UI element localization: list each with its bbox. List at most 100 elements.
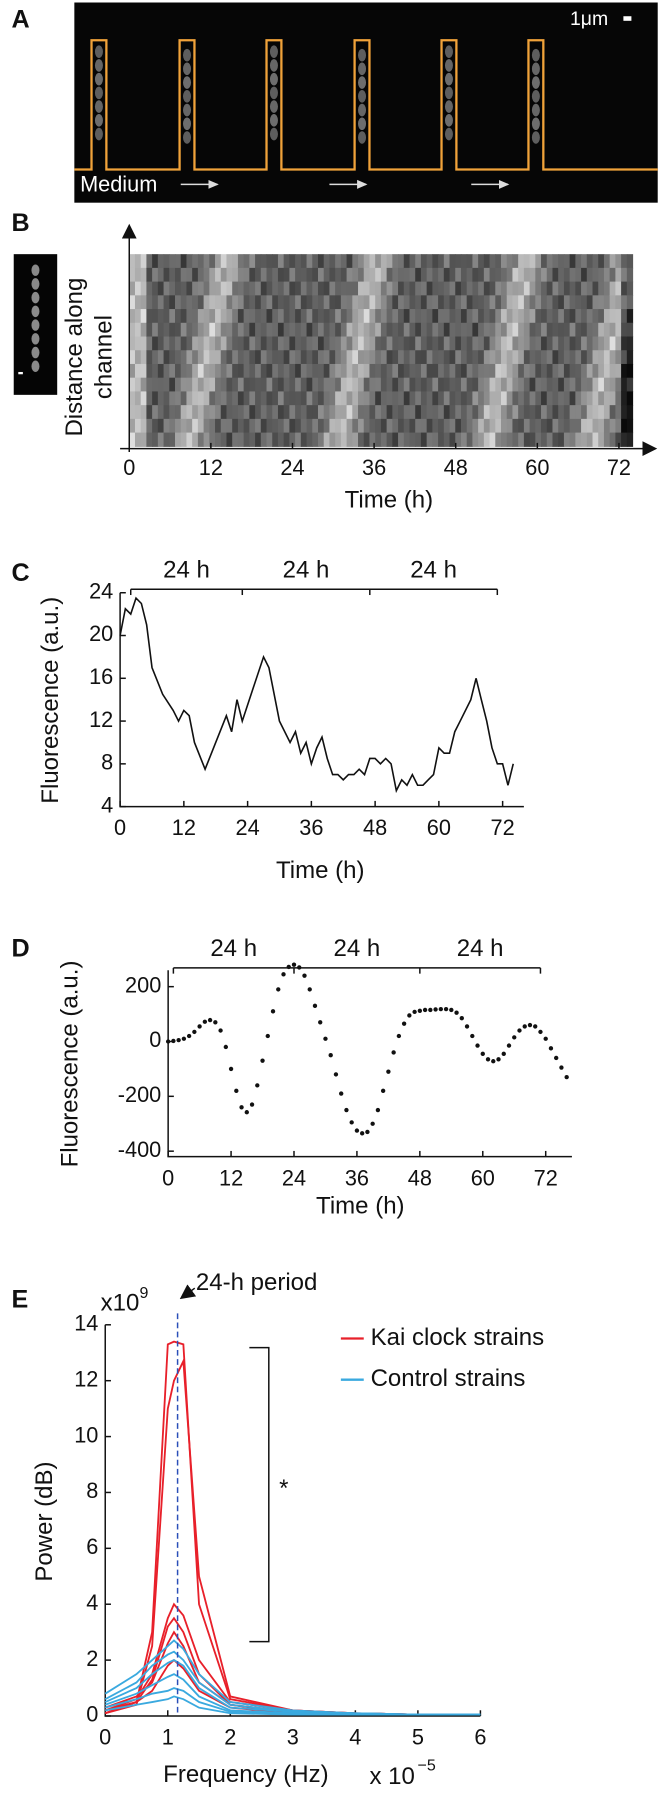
kymograph-pixel: [432, 254, 439, 269]
kymograph-pixel: [586, 336, 594, 351]
kymograph-pixel: [220, 418, 228, 434]
kymograph-pixel: [358, 363, 365, 379]
kymograph-pixel: [306, 418, 313, 434]
kymograph-pixel: [260, 254, 268, 269]
kymograph-pixel: [375, 295, 382, 310]
kymograph-pixel: [323, 322, 330, 338]
kymograph-pixel: [569, 418, 576, 434]
kymograph-pixel: [386, 281, 393, 296]
x-tick-label: 12: [172, 815, 196, 840]
kymograph-pixel: [375, 363, 382, 379]
kymograph-pixel: [249, 418, 256, 434]
kymograph-pixel: [541, 281, 548, 296]
kymograph-pixel: [426, 350, 433, 365]
kymograph-pixel: [415, 336, 422, 351]
kymograph-pixel: [512, 336, 519, 351]
kymograph-pixel: [426, 377, 433, 392]
data-point: [433, 1007, 438, 1012]
kymograph-pixel: [363, 391, 371, 406]
kymograph-pixel: [403, 267, 411, 283]
kymograph-pixel: [495, 281, 502, 296]
kymograph-pixel: [346, 350, 353, 365]
kymograph-pixel: [243, 309, 250, 324]
kymograph-pixel: [512, 350, 519, 365]
kymograph-pixel: [581, 350, 588, 365]
kymograph-pixel: [615, 309, 622, 324]
kymograph-pixel: [460, 295, 468, 310]
kymograph-pixel: [232, 350, 239, 365]
kymograph-pixel: [403, 350, 411, 365]
kymograph-pixel: [220, 295, 228, 310]
kymograph-pixel: [438, 350, 445, 365]
kymograph-pixel: [558, 363, 565, 379]
kymograph-pixel: [146, 377, 153, 392]
kymograph-pixel: [340, 295, 348, 310]
kymograph-pixel: [586, 418, 594, 434]
kymograph-pixel: [478, 391, 485, 406]
kymograph-pixel: [152, 254, 159, 269]
kymograph-pixel: [129, 322, 136, 338]
kymograph-pixel: [409, 363, 416, 379]
kymograph-pixel: [180, 267, 188, 283]
kymograph-pixel: [615, 336, 622, 351]
kymograph-pixel: [592, 267, 599, 283]
kymograph-pixel: [312, 254, 319, 269]
kymograph-pixel: [626, 254, 634, 269]
kymograph-pixel: [455, 418, 462, 434]
kymograph-pixel: [569, 322, 576, 338]
x-tick-label: 3: [287, 1725, 299, 1750]
kymograph-pixel: [535, 295, 542, 310]
kymograph-pixel: [626, 350, 634, 365]
kymograph-pixel: [146, 432, 153, 447]
kymograph-pixel: [329, 309, 336, 324]
kymograph-pixel: [592, 295, 599, 310]
kymograph-pixel: [358, 322, 365, 338]
kymograph-pixel: [317, 350, 325, 365]
kymograph-pixel: [192, 254, 199, 269]
kymograph-pixel: [483, 350, 491, 365]
kymograph-pixel: [220, 377, 228, 392]
kymograph-pixel: [369, 336, 376, 351]
kymograph-pixel: [483, 267, 491, 283]
cell: [31, 291, 40, 304]
kymograph-pixel: [249, 432, 256, 447]
kymograph-pixel: [157, 267, 165, 283]
kymograph-pixel: [266, 391, 273, 406]
kymograph-pixel: [272, 350, 279, 365]
cell: [94, 45, 103, 58]
kymograph-pixel: [369, 418, 376, 434]
kymograph-pixel: [546, 295, 554, 310]
kymograph-pixel: [615, 350, 622, 365]
kymograph-pixel: [569, 377, 576, 392]
kymograph-pixel: [323, 350, 330, 365]
kymograph-pixel: [186, 267, 193, 283]
kymograph-pixel: [220, 336, 228, 351]
kymograph-pixel: [232, 309, 239, 324]
kymograph-pixel: [186, 322, 193, 338]
x-tick-label: 72: [607, 455, 631, 480]
kymograph-pixel: [197, 309, 205, 324]
cell: [358, 103, 367, 117]
x-multiplier: x 10: [369, 1763, 414, 1790]
x-tick-label: 60: [525, 455, 549, 480]
scale-bar: [623, 16, 632, 21]
kymograph-pixel: [277, 432, 285, 447]
kymograph-pixel: [163, 309, 170, 324]
kymograph-pixel: [575, 405, 582, 420]
kymograph-pixel: [495, 336, 502, 351]
kymograph-pixel: [495, 322, 502, 338]
kymograph-pixel: [140, 350, 147, 365]
kymograph-pixel: [398, 405, 405, 420]
kymograph-pixel: [300, 281, 308, 296]
kymograph-pixel: [466, 254, 473, 269]
kymograph-pixel: [501, 281, 508, 296]
kymograph-pixel: [255, 254, 262, 269]
kymograph-pixel: [220, 322, 228, 338]
kymograph-pixel: [598, 418, 605, 434]
kymograph-pixel: [603, 405, 611, 420]
cell: [358, 117, 367, 131]
kymograph-pixel: [152, 322, 159, 338]
kymograph-pixel: [541, 295, 548, 310]
kymograph-pixel: [134, 322, 142, 338]
